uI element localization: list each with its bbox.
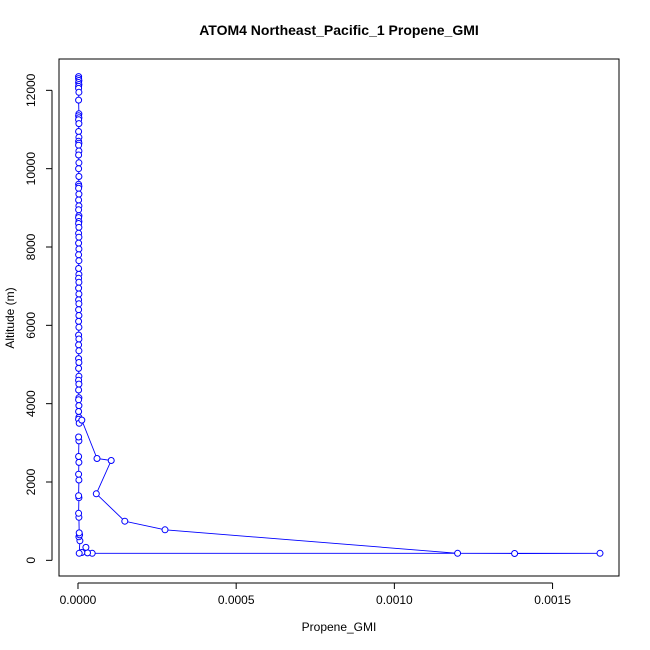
data-point — [75, 141, 83, 149]
data-point — [75, 128, 83, 135]
data-point — [75, 476, 83, 484]
data-point — [75, 359, 83, 366]
y-tick-label: 4000 — [24, 390, 38, 417]
data-point — [75, 278, 83, 286]
data-point — [75, 223, 83, 231]
data-point — [75, 257, 83, 265]
data-point — [75, 364, 83, 372]
data-point — [75, 190, 83, 198]
data-point — [75, 306, 83, 314]
y-tick-label: 8000 — [24, 233, 38, 260]
data-point — [75, 165, 83, 173]
x-tick-label: 0.0005 — [218, 593, 255, 607]
y-tick-label: 10000 — [24, 152, 38, 186]
data-point — [75, 396, 83, 404]
chart-title: ATOM4 Northeast_Pacific_1 Propene_GMI — [199, 22, 479, 38]
data-point — [454, 549, 462, 557]
data-point — [75, 239, 83, 247]
data-point — [75, 96, 83, 104]
data-point — [75, 492, 83, 500]
series-line — [78, 76, 601, 554]
x-tick-label: 0.0000 — [60, 593, 97, 607]
data-point — [75, 470, 83, 478]
series-layer — [75, 73, 604, 557]
data-point — [75, 549, 83, 557]
data-point — [75, 233, 83, 241]
data-point — [75, 380, 83, 388]
data-point — [75, 453, 83, 460]
data-point — [75, 251, 83, 259]
data-point — [75, 433, 83, 441]
data-point — [75, 408, 83, 415]
data-point — [75, 317, 83, 325]
data-point — [78, 416, 86, 424]
data-point — [75, 341, 83, 349]
data-point — [75, 529, 83, 537]
plot-frame — [58, 58, 620, 577]
y-axis: 0 2000 4000 6000 8000 10000 12000 — [24, 73, 53, 564]
data-point — [75, 312, 83, 319]
x-axis: 0.0000 0.0005 0.0010 0.0015 — [60, 582, 571, 607]
data-point — [75, 509, 83, 517]
y-tick-label: 2000 — [24, 468, 38, 495]
data-point — [75, 284, 83, 292]
data-point — [75, 402, 83, 410]
data-point — [75, 386, 83, 394]
data-point — [75, 347, 83, 355]
data-point — [75, 323, 83, 331]
data-point — [75, 290, 83, 298]
data-point — [75, 120, 83, 128]
data-point — [75, 151, 83, 159]
data-point — [107, 457, 115, 464]
y-tick-label: 12000 — [24, 73, 38, 107]
data-point — [75, 206, 83, 214]
data-point — [596, 549, 604, 557]
data-point — [75, 245, 83, 253]
x-axis-label: Propene_GMI — [302, 620, 377, 634]
data-point — [93, 455, 101, 462]
data-point — [75, 196, 83, 204]
data-point — [75, 265, 83, 272]
x-tick-label: 0.0015 — [534, 593, 571, 607]
data-point — [75, 335, 83, 343]
data-point — [75, 184, 83, 192]
y-tick-label: 6000 — [24, 312, 38, 339]
data-point — [511, 550, 519, 557]
data-point — [75, 300, 83, 308]
data-point — [75, 458, 83, 466]
y-axis-label: Altitude (m) — [3, 287, 17, 348]
x-tick-label: 0.0010 — [376, 593, 413, 607]
data-point — [75, 173, 83, 180]
data-point — [82, 543, 90, 551]
y-tick-label: 0 — [24, 557, 38, 564]
data-point — [75, 88, 83, 96]
data-point — [92, 490, 100, 498]
data-point — [75, 159, 83, 167]
data-point — [121, 517, 129, 525]
data-point — [161, 526, 169, 534]
